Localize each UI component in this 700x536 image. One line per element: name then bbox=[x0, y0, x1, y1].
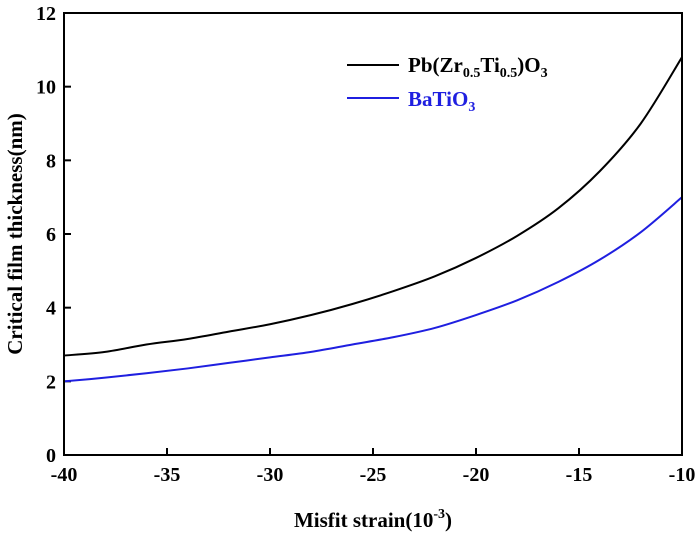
y-tick-label: 2 bbox=[46, 371, 56, 393]
y-tick-label: 4 bbox=[46, 298, 56, 320]
x-tick-label: -25 bbox=[360, 464, 387, 486]
x-tick-label: -40 bbox=[51, 464, 78, 486]
x-tick-label: -30 bbox=[257, 464, 284, 486]
x-tick-label: -20 bbox=[463, 464, 490, 486]
y-tick-label: 8 bbox=[46, 150, 56, 172]
x-tick-label: -15 bbox=[566, 464, 593, 486]
legend-label-pzt: Pb(Zr0.5Ti0.5)O3 bbox=[408, 53, 548, 81]
y-tick-label: 12 bbox=[36, 3, 56, 25]
legend: Pb(Zr0.5Ti0.5)O3 BaTiO3 bbox=[347, 53, 548, 115]
plot-frame bbox=[63, 12, 683, 456]
y-tick-label: 10 bbox=[36, 77, 56, 99]
y-axis-title: Critical film thickness(nm) bbox=[3, 113, 27, 354]
series-line-1 bbox=[63, 196, 683, 383]
legend-label-batio3: BaTiO3 bbox=[408, 87, 475, 115]
x-tick-label: -10 bbox=[669, 464, 696, 486]
series-line-0 bbox=[63, 56, 683, 357]
x-tick-label: -35 bbox=[154, 464, 181, 486]
x-axis-title: Misfit strain(10-3) bbox=[294, 507, 452, 532]
y-tick-label: 0 bbox=[46, 445, 56, 467]
y-tick-label: 6 bbox=[46, 224, 56, 246]
